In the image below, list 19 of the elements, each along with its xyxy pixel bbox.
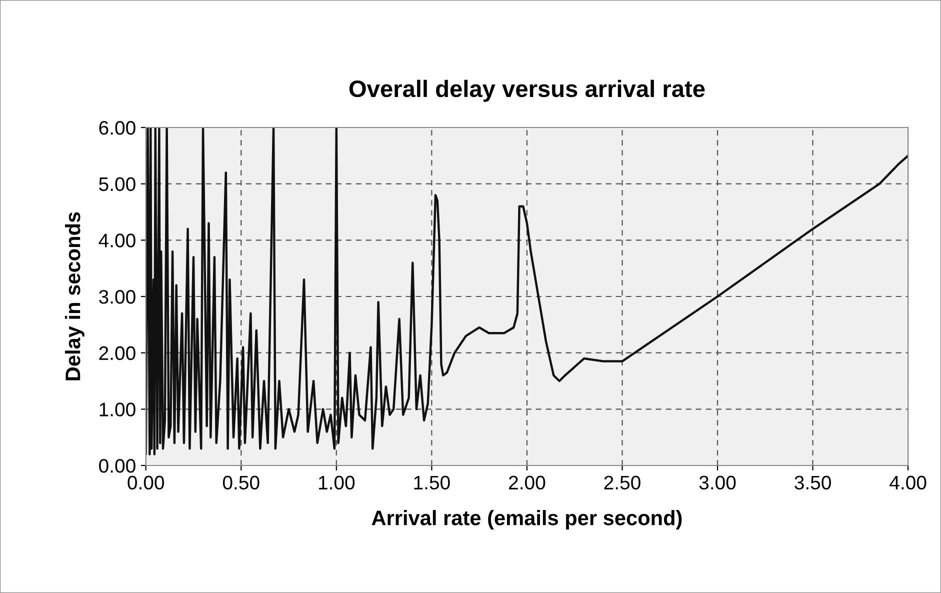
x-tick-label: 4.00: [890, 476, 926, 490]
y-tick-label: 5.00: [99, 177, 136, 192]
y-axis-title: Delay in seconds: [64, 212, 84, 380]
x-tick-label: 0.00: [128, 476, 164, 490]
y-tick-label: 1.00: [100, 402, 136, 416]
x-tick-label: 3.00: [699, 476, 736, 490]
chart-title: Overall delay versus arrival rate: [349, 80, 705, 102]
x-tick-label: 1.50: [414, 476, 450, 490]
x-tick-label: 2.00: [509, 476, 546, 490]
x-axis-title: Arrival rate (emails per second): [372, 510, 682, 530]
y-tick-label: 4.00: [98, 234, 136, 248]
y-tick-label: 3.00: [99, 290, 136, 304]
y-tick-label: 6.00: [99, 120, 136, 135]
y-tick-label: 2.00: [99, 346, 136, 360]
x-tick-label: 2.50: [604, 476, 640, 490]
x-tick-label: 0.50: [222, 476, 260, 490]
y-tick-label: 0.00: [99, 458, 136, 473]
x-tick-label: 1.00: [318, 476, 355, 490]
x-tick-label: 3.50: [794, 476, 831, 490]
